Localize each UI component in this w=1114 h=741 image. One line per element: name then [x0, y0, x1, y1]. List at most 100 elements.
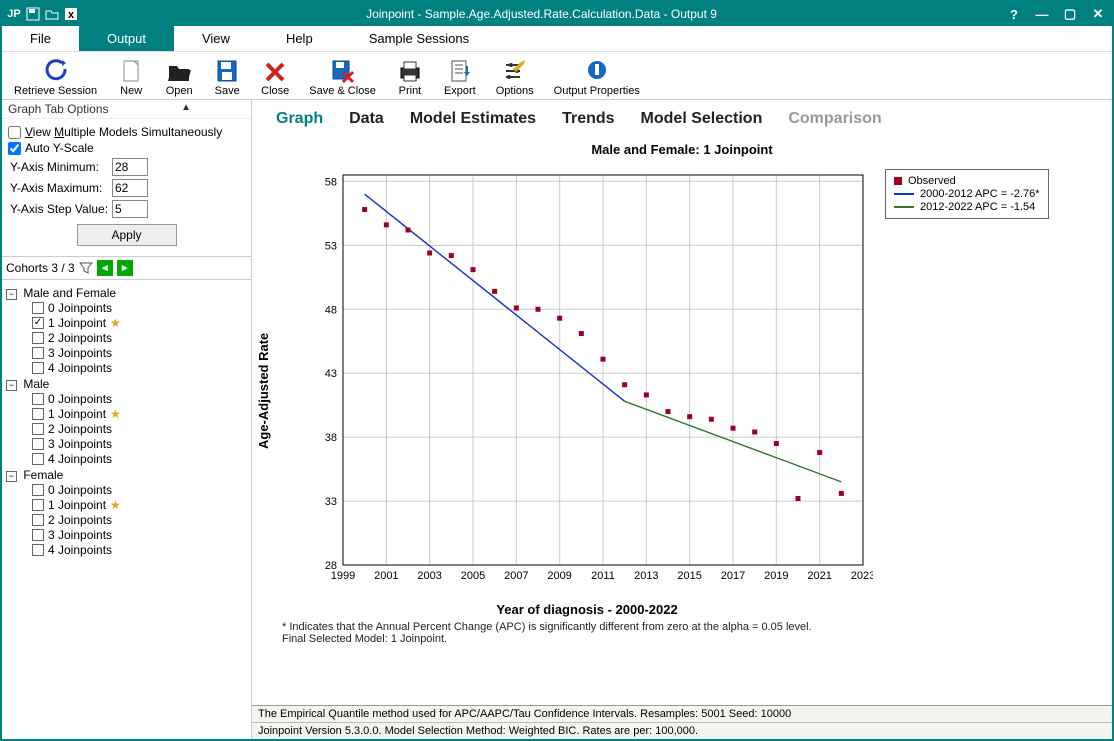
tree-checkbox-icon[interactable]	[32, 408, 44, 420]
toolbar-props-button[interactable]: Output Properties	[544, 54, 650, 99]
yaxis-min-label: Y-Axis Minimum:	[10, 160, 112, 174]
menu-file[interactable]: File	[2, 26, 79, 51]
yaxis-min-input[interactable]	[112, 158, 148, 176]
tree-toggle-icon[interactable]: −	[6, 380, 17, 391]
tree-group-male[interactable]: − Male	[6, 377, 247, 391]
tree-item[interactable]: 0 Joinpoints	[32, 301, 247, 315]
tree-toggle-icon[interactable]: −	[6, 471, 17, 482]
tree-checkbox-icon[interactable]	[32, 499, 44, 511]
svg-text:53: 53	[325, 240, 337, 252]
tree-item[interactable]: 4 Joinpoints	[32, 543, 247, 557]
tree-checkbox-icon[interactable]	[32, 514, 44, 526]
tree-checkbox-icon[interactable]	[32, 347, 44, 359]
tab-model-selection[interactable]: Model Selection	[641, 110, 763, 128]
apply-button[interactable]: Apply	[77, 224, 177, 246]
tree-item[interactable]: 2 Joinpoints	[32, 331, 247, 345]
svg-text:2001: 2001	[374, 570, 398, 582]
tree-item[interactable]: 0 Joinpoints	[32, 483, 247, 497]
filter-icon[interactable]	[79, 261, 93, 275]
tree-checkbox-icon[interactable]	[32, 453, 44, 465]
minimize-button[interactable]: —	[1032, 7, 1052, 22]
toolbar-new-button[interactable]: New	[107, 54, 155, 99]
tree-item-label: 4 Joinpoints	[48, 452, 112, 466]
tree-item[interactable]: 2 Joinpoints	[32, 513, 247, 527]
tree-item-label: 2 Joinpoints	[48, 513, 112, 527]
options-icon	[501, 57, 529, 85]
tree-checkbox-icon[interactable]	[32, 544, 44, 556]
menu-output[interactable]: Output	[79, 26, 174, 51]
tree-item[interactable]: 2 Joinpoints	[32, 422, 247, 436]
tree-item-label: 4 Joinpoints	[48, 543, 112, 557]
collapse-arrow-icon[interactable]: ▲	[181, 102, 191, 113]
svg-text:2003: 2003	[417, 570, 441, 582]
yaxis-step-input[interactable]	[112, 200, 148, 218]
toolbar-close-button[interactable]: Close	[251, 54, 299, 99]
tree-item[interactable]: ✓1 Joinpoint★	[32, 316, 247, 330]
help-button[interactable]: ?	[1004, 7, 1024, 22]
tree-item[interactable]: 3 Joinpoints	[32, 437, 247, 451]
menu-sample-sessions[interactable]: Sample Sessions	[341, 26, 497, 51]
svg-text:58: 58	[325, 176, 337, 188]
svg-text:38: 38	[325, 432, 337, 444]
tree-checkbox-icon[interactable]	[32, 362, 44, 374]
tree-item-label: 0 Joinpoints	[48, 301, 112, 315]
svg-text:2007: 2007	[504, 570, 528, 582]
chart-title: Male and Female: 1 Joinpoint	[256, 142, 1108, 157]
yaxis-max-input[interactable]	[112, 179, 148, 197]
yaxis-max-label: Y-Axis Maximum:	[10, 181, 112, 195]
tree-item[interactable]: 1 Joinpoint★	[32, 498, 247, 512]
tree-item[interactable]: 3 Joinpoints	[32, 346, 247, 360]
chart-legend: Observed 2000-2012 APC = -2.76* 2012-202…	[885, 169, 1049, 219]
toolbar-retrieve-button[interactable]: Retrieve Session	[4, 54, 107, 99]
auto-yscale-checkbox[interactable]: Auto Y-Scale	[8, 141, 245, 155]
menu-help[interactable]: Help	[258, 26, 341, 51]
tree-checkbox-icon[interactable]	[32, 332, 44, 344]
app-logo: JP	[6, 6, 22, 22]
toolbar-save-button[interactable]: Save	[203, 54, 251, 99]
tree-item-label: 4 Joinpoints	[48, 361, 112, 375]
main-panel: Graph Data Model Estimates Trends Model Sele…	[252, 100, 1112, 739]
view-multiple-checkbox[interactable]: View Multiple Models Simultaneously	[8, 125, 245, 139]
tree-group-male-and-female[interactable]: − Male and Female	[6, 286, 247, 300]
tree-item[interactable]: 3 Joinpoints	[32, 528, 247, 542]
tree-item[interactable]: 1 Joinpoint★	[32, 407, 247, 421]
titlebar-open-icon[interactable]	[44, 6, 60, 22]
toolbar-options-button[interactable]: Options	[486, 54, 544, 99]
toolbar-saveclose-button[interactable]: Save & Close	[299, 54, 386, 99]
tree-checkbox-icon[interactable]	[32, 393, 44, 405]
toolbar-print-button[interactable]: Print	[386, 54, 434, 99]
tree-checkbox-icon[interactable]: ✓	[32, 317, 44, 329]
tree-toggle-icon[interactable]: −	[6, 289, 17, 300]
maximize-button[interactable]: ▢	[1060, 6, 1080, 22]
toolbar-label: Output Properties	[554, 85, 640, 97]
tree-checkbox-icon[interactable]	[32, 484, 44, 496]
tab-graph[interactable]: Graph	[276, 110, 323, 128]
tree-checkbox-icon[interactable]	[32, 529, 44, 541]
toolbar-export-button[interactable]: Export	[434, 54, 486, 99]
svg-text:2023: 2023	[851, 570, 873, 582]
toolbar-label: Save	[215, 85, 240, 97]
tree-item[interactable]: 4 Joinpoints	[32, 361, 247, 375]
tree-item[interactable]: 4 Joinpoints	[32, 452, 247, 466]
menu-view[interactable]: View	[174, 26, 258, 51]
toolbar-label: Open	[166, 85, 193, 97]
cohort-next-button[interactable]: ►	[117, 260, 133, 276]
tree-item-label: 2 Joinpoints	[48, 331, 112, 345]
tab-model-estimates[interactable]: Model Estimates	[410, 110, 536, 128]
tree-checkbox-icon[interactable]	[32, 423, 44, 435]
tab-trends[interactable]: Trends	[562, 110, 614, 128]
tree-item-label: 1 Joinpoint	[48, 407, 106, 421]
tree-item[interactable]: 0 Joinpoints	[32, 392, 247, 406]
titlebar-save-icon[interactable]	[25, 6, 41, 22]
tree-group-female[interactable]: − Female	[6, 468, 247, 482]
tree-checkbox-icon[interactable]	[32, 438, 44, 450]
close-window-button[interactable]: ✕	[1088, 6, 1108, 22]
save-icon	[213, 57, 241, 85]
tab-data[interactable]: Data	[349, 110, 384, 128]
tree-checkbox-icon[interactable]	[32, 302, 44, 314]
titlebar-excel-icon[interactable]: x	[63, 6, 79, 22]
legend-marker-icon	[894, 177, 902, 185]
cohort-prev-button[interactable]: ◄	[97, 260, 113, 276]
legend-line1-icon	[894, 193, 914, 195]
toolbar-open-button[interactable]: Open	[155, 54, 203, 99]
